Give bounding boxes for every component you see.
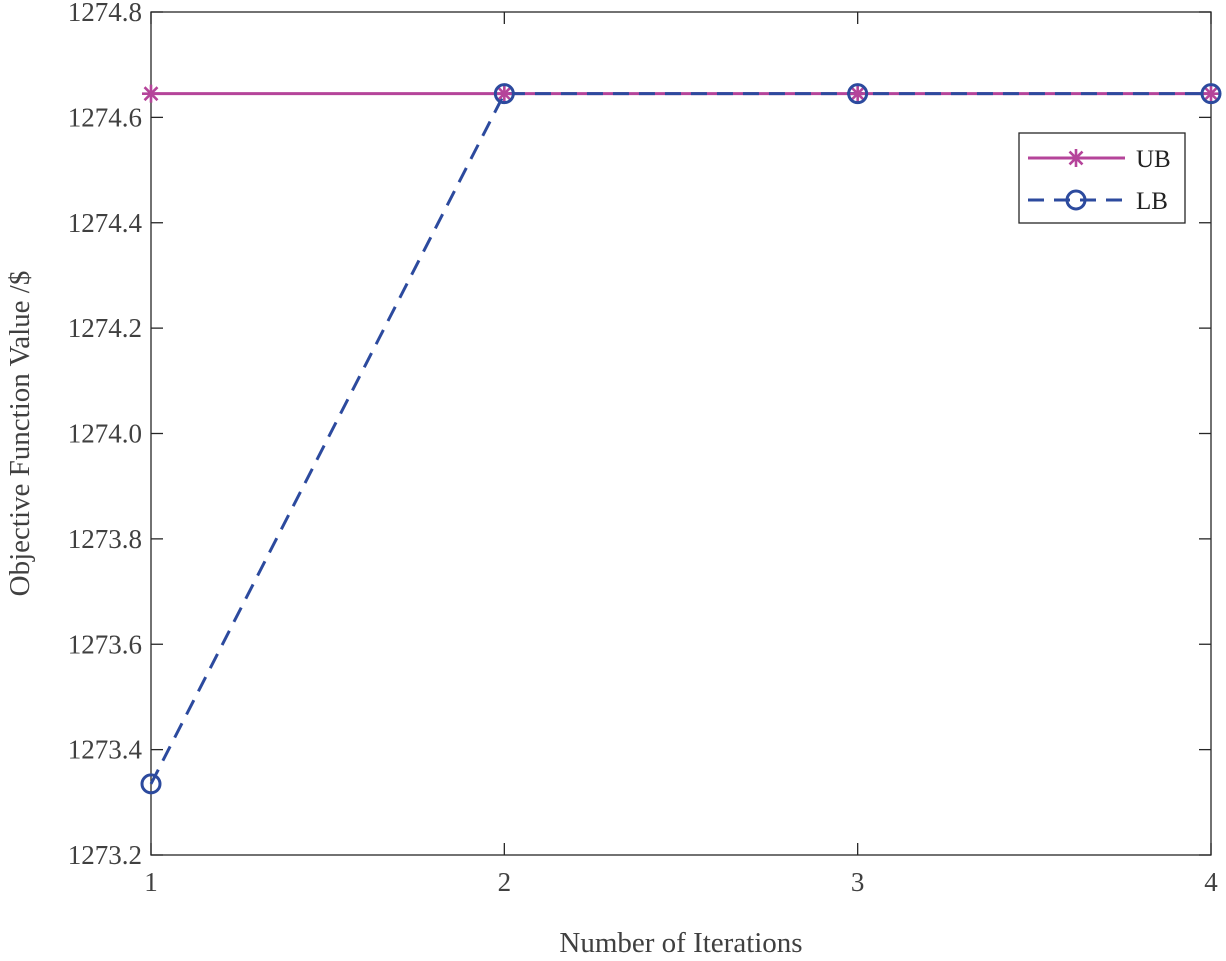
y-tick-label: 1273.4: [68, 735, 143, 765]
data-point-ub: [495, 84, 514, 103]
y-tick-label: 1274.4: [68, 208, 143, 238]
x-tick-label: 4: [1204, 867, 1218, 897]
series-line-lb: [149, 92, 1211, 785]
data-point-ub-stroke: [143, 86, 159, 102]
data-point-lb: [493, 83, 515, 105]
data-point-lb: [1200, 83, 1222, 105]
x-tick-label: 1: [144, 867, 158, 897]
data-point-ub: [1202, 84, 1220, 103]
y-tick-label: 1274.2: [68, 313, 142, 343]
legend-marker-ub: [1067, 149, 1085, 167]
series-layer: [140, 83, 1222, 795]
data-point-ub-stroke: [496, 86, 512, 102]
x-tick-label: 3: [851, 867, 865, 897]
axis-ticks: 1 2 3 4 1273.2 1273.4 1273.6 1273.8 1274.0 1274.2…: [68, 0, 1219, 897]
y-tick-label: 1273.6: [68, 629, 142, 659]
data-point-ub: [848, 84, 867, 103]
legend-box: [1018, 132, 1186, 224]
legend-marker-lb: [1065, 189, 1087, 211]
legend: UB LB: [1018, 132, 1186, 224]
legend-marker-ub-stroke: [1068, 150, 1084, 166]
y-tick-label: 1274.0: [68, 419, 142, 449]
y-tick-label: 1274.6: [68, 102, 142, 132]
data-point-lb: [847, 83, 869, 105]
x-axis-label: Number of Iterations: [559, 927, 802, 959]
y-axis-label: Objective Function Value /$: [4, 271, 36, 597]
x-tick-label: 2: [498, 867, 512, 897]
y-tick-label: 1273.8: [68, 524, 142, 554]
data-point-ub-stroke: [850, 86, 866, 102]
data-point-ub-stroke: [1203, 86, 1219, 102]
data-point-lb: [140, 773, 162, 795]
legend-label-ub: UB: [1136, 146, 1171, 173]
y-tick-label: 1274.8: [68, 0, 142, 27]
y-tick-label: 1273.2: [68, 840, 142, 870]
legend-label-lb: LB: [1136, 188, 1168, 215]
data-point-ub: [142, 84, 160, 103]
